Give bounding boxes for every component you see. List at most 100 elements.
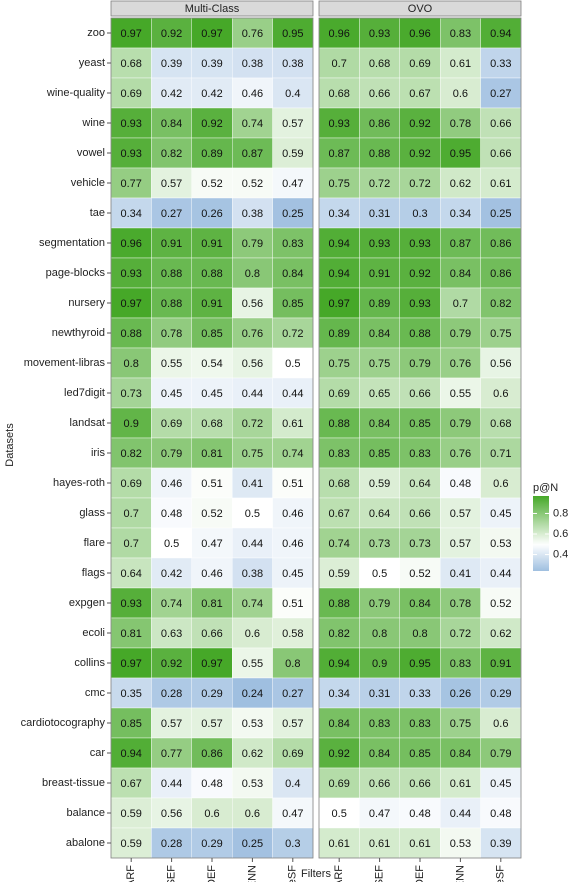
cell-label: 0.44	[490, 568, 511, 580]
cell-label: 0.82	[328, 628, 349, 640]
cell	[231, 407, 273, 439]
y-tick-label: car	[90, 747, 106, 759]
cell-label: 0.94	[120, 748, 141, 760]
colorbar	[533, 496, 549, 571]
facet-title: OVO	[408, 3, 433, 15]
cell-label: 0.7	[453, 298, 468, 310]
cell	[191, 587, 233, 619]
cell-label: 0.55	[450, 388, 471, 400]
cell-label: 0.93	[120, 148, 141, 160]
cell	[231, 677, 273, 709]
cell	[440, 827, 481, 859]
cell-label: 0.79	[409, 358, 430, 370]
cell	[318, 797, 360, 829]
cell-label: 0.47	[201, 538, 222, 550]
cell-label: 0.85	[409, 418, 430, 430]
y-tick-label: vehicle	[71, 177, 105, 189]
cell-label: 0.6	[493, 388, 508, 400]
cell-label: 0.53	[490, 538, 511, 550]
cell-label: 0.59	[369, 478, 390, 490]
cell-label: 0.29	[201, 688, 222, 700]
cell-label: 0.72	[369, 178, 390, 190]
cell	[359, 107, 400, 139]
cell-label: 0.6	[493, 478, 508, 490]
cell-label: 0.62	[242, 748, 263, 760]
cell-label: 0.5	[164, 538, 179, 550]
cell	[440, 377, 481, 409]
cell-label: 0.93	[120, 118, 141, 130]
cell	[359, 587, 400, 619]
cell	[399, 287, 441, 319]
cell-label: 0.8	[372, 628, 387, 640]
cell	[440, 497, 481, 529]
cell	[359, 737, 400, 769]
cell-label: 0.33	[409, 688, 430, 700]
cell-label: 0.57	[450, 538, 471, 550]
cell	[359, 827, 400, 859]
cell	[480, 617, 522, 649]
cell	[359, 77, 400, 109]
cell	[151, 287, 192, 319]
cell	[440, 197, 481, 229]
y-tick-label: hayes-roth	[53, 477, 105, 489]
cell-label: 0.93	[120, 268, 141, 280]
cell-label: 0.97	[201, 28, 222, 40]
cell-label: 0.51	[282, 478, 303, 490]
cell	[359, 707, 400, 739]
cell-label: 0.66	[201, 628, 222, 640]
cell	[191, 707, 233, 739]
cell-label: 0.68	[490, 418, 511, 430]
cell-label: 0.75	[450, 718, 471, 730]
cell	[151, 437, 192, 469]
cell-label: 0.79	[490, 748, 511, 760]
cell-label: 0.67	[409, 88, 430, 100]
cell-label: 0.59	[328, 568, 349, 580]
cell-label: 0.69	[328, 778, 349, 790]
cell-label: 0.94	[328, 658, 349, 670]
cell	[359, 167, 400, 199]
cell	[440, 347, 481, 379]
cell-label: 0.82	[161, 148, 182, 160]
cell	[399, 617, 441, 649]
y-tick-label: iris	[91, 447, 106, 459]
cell-label: 0.87	[450, 238, 471, 250]
cell-label: 0.64	[120, 568, 141, 580]
cell-label: 0.69	[409, 58, 430, 70]
cell-label: 0.29	[201, 838, 222, 850]
cell	[231, 257, 273, 289]
cell-label: 0.56	[161, 808, 182, 820]
y-tick-label: vowel	[77, 147, 105, 159]
cell	[231, 467, 273, 499]
cell-label: 0.59	[120, 808, 141, 820]
cell-label: 0.69	[120, 478, 141, 490]
cell	[191, 137, 233, 169]
cell	[151, 257, 192, 289]
cell	[272, 77, 314, 109]
cell	[151, 497, 192, 529]
cell-label: 0.4	[285, 778, 300, 790]
cell-label: 0.96	[328, 28, 349, 40]
y-tick-label: balance	[66, 807, 105, 819]
y-tick-label: ecoli	[82, 627, 105, 639]
cell-label: 0.95	[282, 28, 303, 40]
cell-label: 0.8	[245, 268, 260, 280]
cell-label: 0.48	[161, 508, 182, 520]
cell	[480, 707, 522, 739]
cell	[318, 227, 360, 259]
cell-label: 0.88	[328, 598, 349, 610]
cell-label: 0.48	[201, 778, 222, 790]
cell	[272, 527, 314, 559]
cell	[272, 47, 314, 79]
cell-label: 0.68	[120, 58, 141, 70]
cell	[318, 557, 360, 589]
cell	[231, 557, 273, 589]
cell	[399, 677, 441, 709]
cell	[480, 797, 522, 829]
cell	[110, 137, 152, 169]
cell-label: 0.84	[369, 748, 390, 760]
cell	[318, 347, 360, 379]
cell-label: 0.94	[328, 268, 349, 280]
cell	[151, 557, 192, 589]
cell-label: 0.75	[328, 358, 349, 370]
cell	[151, 77, 192, 109]
